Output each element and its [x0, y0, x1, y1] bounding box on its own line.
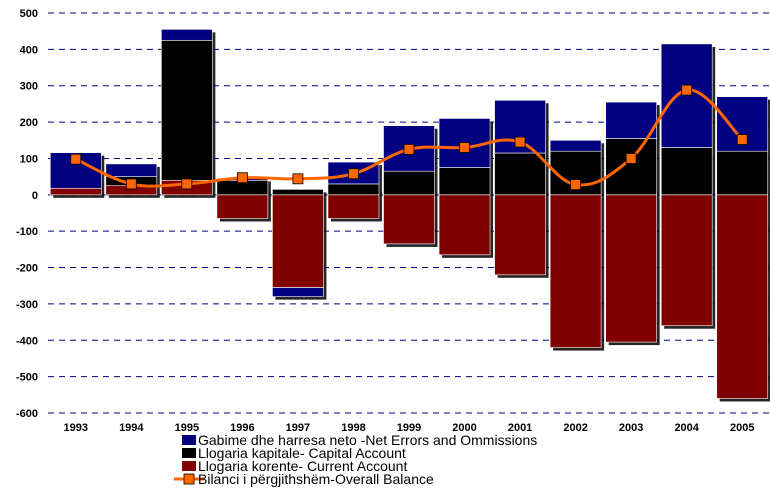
overall-balance-marker [292, 173, 304, 185]
overall-balance-marker [403, 143, 415, 155]
bar-current-account [49, 187, 102, 196]
overall-balance-marker [459, 142, 470, 153]
y-tick-label: -200 [16, 263, 38, 275]
bar-capital-account [605, 138, 657, 196]
legend-capital-account-label: Llogaria kapitale- Capital Account [198, 445, 406, 461]
y-tick-label: 400 [20, 44, 38, 56]
bar-current-account [327, 194, 380, 219]
bar-current-account [660, 194, 713, 327]
bar-current-account [216, 194, 269, 219]
overall-balance-marker [681, 84, 693, 96]
x-tick-label: 2005 [730, 422, 754, 434]
y-tick-label: 0 [32, 190, 38, 202]
bar-capital-account [494, 152, 546, 196]
bar-net-errors [105, 163, 158, 177]
bar-capital-account [327, 183, 380, 196]
overall-balance-marker [181, 178, 193, 190]
bar-current-account [716, 194, 769, 399]
y-tick-label: -300 [16, 299, 38, 311]
x-tick-label: 1994 [119, 422, 144, 434]
x-tick-label: 1996 [230, 422, 254, 434]
bar-capital-account [161, 39, 213, 181]
y-tick-label: 100 [20, 153, 38, 165]
x-tick-label: 1998 [341, 422, 365, 434]
x-tick-label: 1993 [64, 422, 88, 434]
y-axis: 500 400 300 200 100 0 -100 -200 -300 -400 -500 -600 [16, 8, 38, 420]
y-tick-label: 200 [20, 117, 38, 129]
x-axis: 1993 1994 1995 1996 1997 1998 1999 2000 2001 2002… [64, 422, 755, 434]
x-tick-label: 1999 [397, 422, 421, 434]
overall-balance-marker [125, 178, 137, 190]
bar-current-account [549, 194, 602, 348]
legend-net-errors-swatch [182, 435, 196, 445]
bar-current-account [605, 194, 657, 343]
x-tick-label: 1997 [286, 422, 310, 434]
bar-capital-account [660, 147, 713, 196]
overall-balance-marker [736, 134, 748, 145]
legend-overall-balance-marker-swatch [183, 473, 195, 485]
bar-capital-account [383, 170, 435, 196]
bar-net-errors [605, 101, 657, 139]
legend-current-account-label: Llogaria korente- Current Account [198, 458, 407, 474]
y-tick-label: -100 [16, 226, 38, 238]
legend-overall-balance-label: Bilanci i përgjithshëm-Overall Balance [198, 471, 434, 487]
x-tick-label: 2000 [452, 422, 476, 434]
x-tick-label: 2002 [563, 422, 587, 434]
bars-layer [49, 29, 770, 402]
y-tick-label: -500 [16, 372, 38, 384]
bar-current-account [494, 194, 546, 276]
overall-balance-marker [570, 179, 582, 191]
bar-capital-account [716, 150, 769, 196]
overall-balance-marker [348, 168, 359, 180]
legend-current-account-swatch [182, 461, 196, 471]
x-tick-label: 2003 [619, 422, 643, 434]
bar-capital-account [438, 167, 491, 196]
bar-capital-account [272, 189, 324, 196]
bar-current-account [438, 194, 491, 256]
legend-capital-account-swatch [182, 448, 196, 458]
x-tick-label: 1995 [175, 422, 199, 434]
y-tick-label: -600 [16, 408, 38, 420]
overall-balance-marker [625, 153, 637, 164]
bar-net-errors [549, 139, 602, 152]
bar-net-errors [272, 287, 324, 297]
bar-current-account [383, 194, 435, 245]
overall-balance-marker [70, 153, 82, 165]
y-tick-label: 500 [20, 8, 38, 20]
x-tick-label: 2001 [508, 422, 532, 434]
bar-current-account [272, 194, 324, 288]
bar-net-errors [161, 29, 213, 41]
y-tick-label: 300 [20, 81, 38, 93]
overall-balance-line-layer [70, 84, 748, 191]
y-tick-label: -400 [16, 335, 38, 347]
legend-net-errors-label: Gabime dhe harresa neto -Net Errors and … [198, 432, 537, 448]
legend: Gabime dhe harresa neto -Net Errors and … [174, 432, 537, 487]
overall-balance-marker [514, 136, 526, 148]
x-tick-label: 2004 [674, 422, 699, 434]
overall-balance-marker [236, 172, 248, 184]
